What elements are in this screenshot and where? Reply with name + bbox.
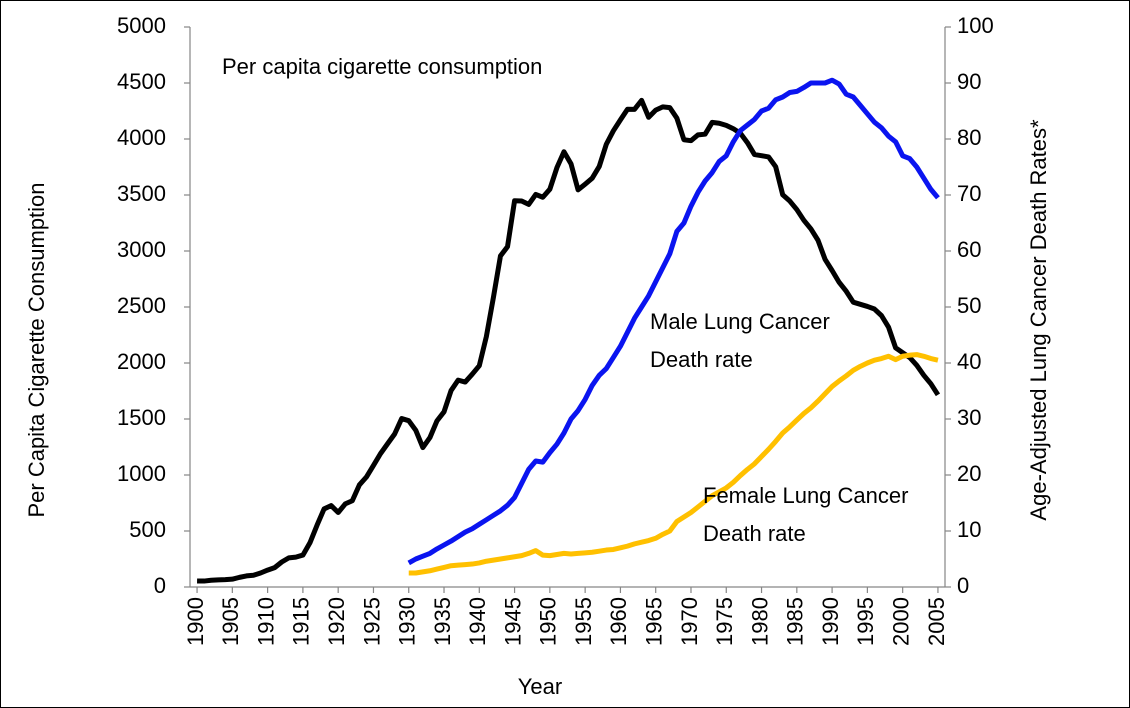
x-tick-label: 1940 <box>465 597 490 646</box>
x-tick-label: 1935 <box>430 597 455 646</box>
x-tick-label: 1905 <box>218 597 243 646</box>
y-tick-label: 2000 <box>117 349 166 374</box>
data-line <box>197 97 941 584</box>
series-annotation: Death rate <box>703 521 806 546</box>
x-tick-label: 1965 <box>642 597 667 646</box>
x-tick-label: 1945 <box>500 597 525 646</box>
series-annotation: Per capita cigarette consumption <box>222 54 542 79</box>
x-tick-label: 1950 <box>536 597 561 646</box>
data-line <box>407 77 940 566</box>
x-tick-label: 1985 <box>783 597 808 646</box>
x-tick-label: 1930 <box>395 597 420 646</box>
x-tick-label: 1955 <box>571 597 596 646</box>
y-axis-title: Per Capita Cigarette Consumption <box>24 182 49 517</box>
x-axis-title: Year <box>518 674 562 699</box>
y-tick-label: 3500 <box>117 181 166 206</box>
x-tick-label: 1900 <box>183 597 208 646</box>
x-tick-label: 1960 <box>606 597 631 646</box>
y2-tick-label: 20 <box>957 461 981 486</box>
y-tick-label: 1000 <box>117 461 166 486</box>
x-tick-label: 1915 <box>289 597 314 646</box>
y2-tick-label: 10 <box>957 517 981 542</box>
y2-tick-label: 100 <box>957 13 994 38</box>
x-tick-label: 1910 <box>253 597 278 646</box>
y-tick-label: 4500 <box>117 69 166 94</box>
y2-tick-label: 70 <box>957 181 981 206</box>
x-tick-label: 1990 <box>818 597 843 646</box>
y2-tick-label: 30 <box>957 405 981 430</box>
y2-tick-label: 60 <box>957 237 981 262</box>
x-tick-label: 2005 <box>924 597 949 646</box>
data-line <box>408 352 939 576</box>
x-tick-label: 1970 <box>677 597 702 646</box>
series-annotation: Female Lung Cancer <box>703 483 908 508</box>
y-tick-label: 2500 <box>117 293 166 318</box>
y2-tick-label: 90 <box>957 69 981 94</box>
x-tick-label: 1925 <box>359 597 384 646</box>
y2-tick-label: 50 <box>957 293 981 318</box>
series-annotation: Death rate <box>650 347 753 372</box>
y2-tick-label: 0 <box>957 573 969 598</box>
series-annotation: Male Lung Cancer <box>650 309 830 334</box>
y2-tick-label: 40 <box>957 349 981 374</box>
x-tick-label: 1995 <box>853 597 878 646</box>
y-tick-label: 1500 <box>117 405 166 430</box>
y2-tick-label: 80 <box>957 125 981 150</box>
y-tick-label: 0 <box>154 573 166 598</box>
x-tick-label: 1975 <box>712 597 737 646</box>
x-tick-label: 2000 <box>888 597 913 646</box>
y2-axis-title: Age-Adjusted Lung Cancer Death Rates* <box>1026 119 1051 521</box>
y-tick-label: 5000 <box>117 13 166 38</box>
y-tick-label: 3000 <box>117 237 166 262</box>
x-tick-label: 1920 <box>324 597 349 646</box>
x-tick-label: 1980 <box>747 597 772 646</box>
y-tick-label: 500 <box>129 517 166 542</box>
y-tick-label: 4000 <box>117 125 166 150</box>
